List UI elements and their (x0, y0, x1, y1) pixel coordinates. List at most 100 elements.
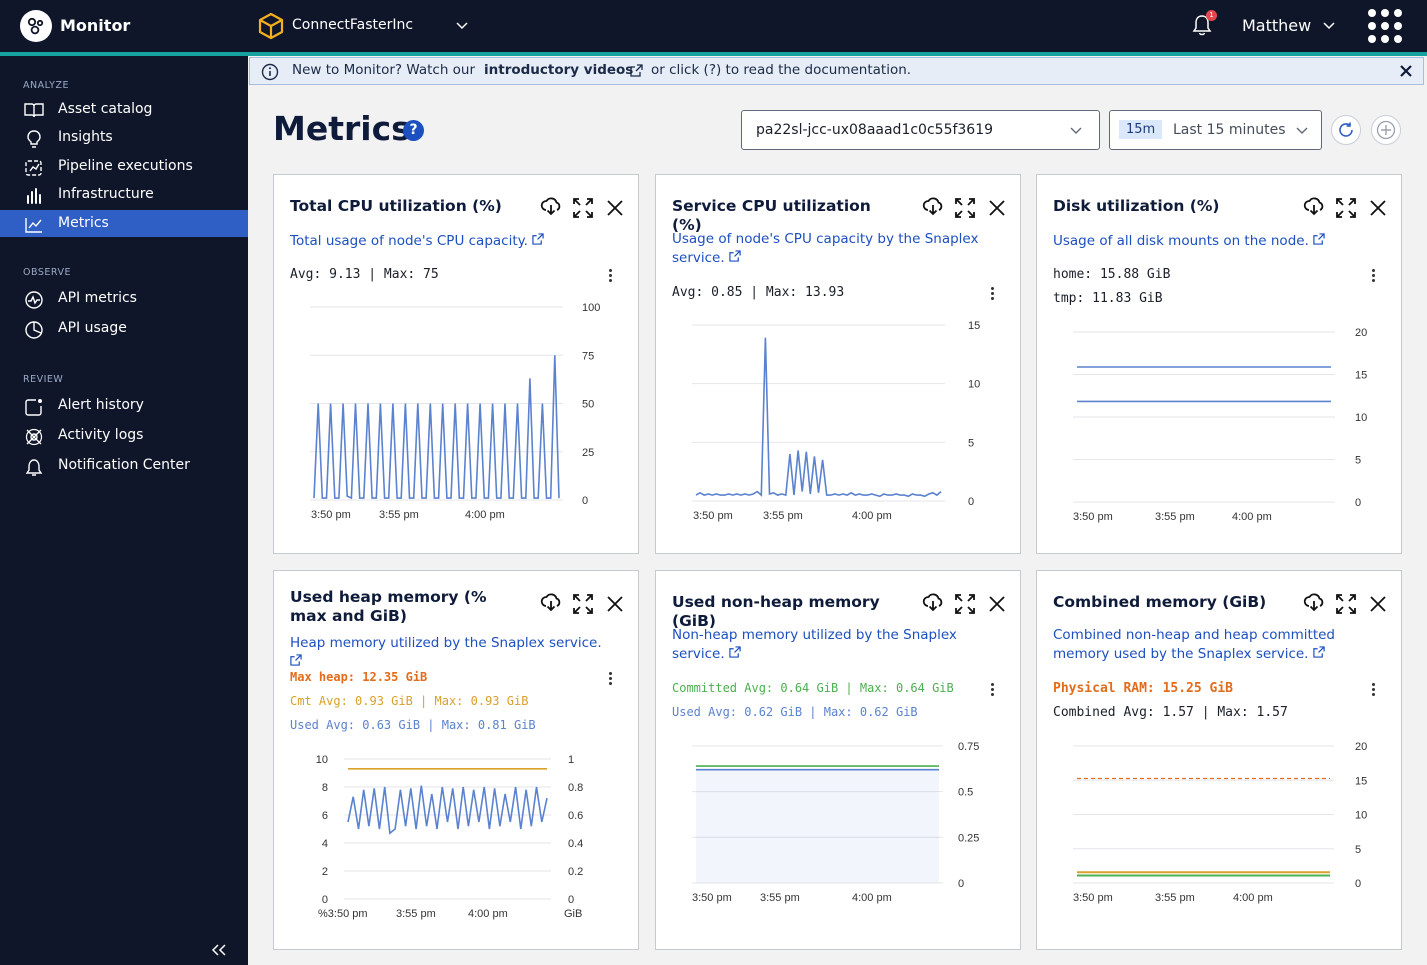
card-description-link[interactable]: Combined non-heap and heap committed mem… (1053, 627, 1335, 662)
help-icon[interactable]: ? (403, 120, 424, 141)
card-description-link[interactable]: Total usage of node's CPU capacity. (290, 232, 610, 251)
download-icon[interactable] (1303, 593, 1325, 615)
close-icon[interactable] (604, 593, 626, 615)
more-options-icon[interactable] (609, 672, 613, 687)
sidebar-item-infrastructure[interactable]: Infrastructure (0, 181, 248, 209)
download-icon[interactable] (922, 197, 944, 219)
external-link-icon[interactable] (729, 646, 741, 658)
more-options-icon[interactable] (991, 683, 995, 698)
chart-disk: 20 15 10 5 0 3:50 pm 3:55 pm 4:00 pm (1073, 327, 1367, 523)
user-chevron-down-icon[interactable] (1322, 18, 1336, 37)
sidebar-item-api-usage[interactable]: API usage (0, 315, 248, 343)
expand-icon[interactable] (572, 197, 594, 219)
org-cube-icon (258, 12, 284, 44)
expand-icon[interactable] (1335, 593, 1357, 615)
more-options-icon[interactable] (1372, 269, 1376, 284)
sidebar-item-label: Activity logs (58, 427, 144, 443)
expand-icon[interactable] (954, 593, 976, 615)
y-tick-label: 0 (1355, 497, 1361, 509)
card-description-link[interactable]: Heap memory utilized by the Snaplex serv… (290, 634, 610, 672)
more-options-icon[interactable] (991, 287, 995, 302)
sidebar-item-label: Alert history (58, 397, 144, 413)
sidebar-item-activity-logs[interactable]: Activity logs (0, 422, 248, 450)
sidebar-item-label: Pipeline executions (58, 158, 193, 174)
download-icon[interactable] (540, 197, 562, 219)
card-stat: home: 15.88 GiB (1053, 267, 1171, 282)
y-tick-label: 6 (322, 810, 328, 822)
time-range-select[interactable]: 15m Last 15 minutes (1109, 110, 1322, 150)
user-menu[interactable]: Matthew (1242, 16, 1312, 35)
apps-grid-icon[interactable] (1368, 9, 1402, 43)
download-icon[interactable] (1303, 197, 1325, 219)
close-icon[interactable] (986, 197, 1008, 219)
x-tick-label: 4:00 pm (1233, 892, 1273, 904)
sidebar-item-api-metrics[interactable]: API metrics (0, 285, 248, 313)
external-link-icon[interactable] (1313, 646, 1325, 658)
y-tick-label: 20 (1355, 741, 1367, 753)
sidebar-item-asset-catalog[interactable]: Asset catalog (0, 96, 248, 124)
sidebar-item-pipeline-executions[interactable]: Pipeline executions (0, 153, 248, 181)
x-tick-label: 3:55 pm (1155, 511, 1195, 523)
x-tick-label: 3:55 pm (763, 510, 803, 522)
collapse-sidebar-icon[interactable] (210, 942, 228, 961)
pie-icon (25, 321, 43, 339)
sidebar-item-metrics[interactable]: Metrics (0, 210, 248, 237)
info-banner: New to Monitor? Watch our introductory v… (249, 57, 1424, 85)
download-icon[interactable] (922, 593, 944, 615)
card-description-link[interactable]: Usage of node's CPU capacity by the Snap… (672, 231, 979, 266)
expand-icon[interactable] (572, 593, 594, 615)
banner-text: New to Monitor? Watch our (292, 62, 476, 78)
close-icon[interactable] (1367, 197, 1389, 219)
external-link-icon[interactable] (630, 64, 643, 77)
node-select[interactable]: pa22sl-jcc-ux08aaad1c0c55f3619 (741, 110, 1100, 150)
metric-card-combined-memory: Combined memory (GiB) Combined non-heap … (1036, 570, 1402, 950)
card-stat-max-heap: Max heap: 12.35 GiB (290, 670, 428, 684)
chart-service-cpu: 15 10 5 0 3:50 pm 3:55 pm 4:00 pm (692, 320, 980, 522)
x-tick-label: 3:55 pm (760, 892, 800, 904)
notification-bell-icon (25, 459, 43, 476)
more-options-icon[interactable] (1372, 683, 1376, 698)
card-description-link[interactable]: Non-heap memory utilized by the Snaplex … (672, 627, 957, 662)
sidebar-item-insights[interactable]: Insights (0, 124, 248, 152)
external-link-icon[interactable] (290, 654, 302, 666)
org-name[interactable]: ConnectFasterInc (292, 17, 414, 33)
metric-card-total-cpu: Total CPU utilization (%) Total usage of… (273, 174, 639, 554)
refresh-button[interactable] (1331, 115, 1361, 145)
close-icon[interactable] (986, 593, 1008, 615)
card-stat-committed: Cmt Avg: 0.93 GiB | Max: 0.93 GiB (290, 694, 529, 708)
card-title: Total CPU utilization (%) (290, 197, 502, 215)
y-tick-label: 2 (322, 866, 328, 878)
sidebar-item-notification-center[interactable]: Notification Center (0, 452, 248, 480)
sidebar-item-alert-history[interactable]: Alert history (0, 392, 248, 420)
card-stat-used: Used Avg: 0.62 GiB | Max: 0.62 GiB (672, 705, 918, 719)
section-label-observe: OBSERVE (23, 267, 71, 278)
x-tick-label: 4:00 pm (468, 908, 508, 920)
external-link-icon[interactable] (729, 250, 741, 262)
book-icon (24, 103, 44, 118)
download-icon[interactable] (540, 593, 562, 615)
more-options-icon[interactable] (609, 269, 613, 284)
series-line (313, 355, 560, 500)
bulb-icon (27, 130, 41, 148)
app-name[interactable]: Monitor (60, 16, 131, 35)
monitor-logo-icon[interactable] (20, 10, 52, 42)
y2-tick-label: 1 (568, 754, 574, 766)
add-button[interactable] (1371, 115, 1401, 145)
external-link-icon[interactable] (1313, 233, 1325, 245)
notifications-bell-icon[interactable] (1191, 13, 1213, 41)
card-stat-combined: Combined Avg: 1.57 | Max: 1.57 (1053, 705, 1288, 720)
x-tick-label: 3:55 pm (396, 908, 436, 920)
y-tick-label: 15 (968, 320, 980, 332)
expand-icon[interactable] (954, 197, 976, 219)
section-label-analyze: ANALYZE (23, 80, 69, 91)
y-tick-label: 10 (1355, 810, 1367, 822)
expand-icon[interactable] (1335, 197, 1357, 219)
external-link-icon[interactable] (532, 233, 544, 245)
close-icon[interactable] (604, 197, 626, 219)
close-banner-icon[interactable] (1399, 64, 1413, 78)
card-description-link[interactable]: Usage of all disk mounts on the node. (1053, 232, 1373, 251)
intro-videos-link[interactable]: introductory videos (484, 62, 634, 78)
org-chevron-down-icon[interactable] (455, 18, 469, 37)
alert-icon (25, 399, 42, 416)
close-icon[interactable] (1367, 593, 1389, 615)
